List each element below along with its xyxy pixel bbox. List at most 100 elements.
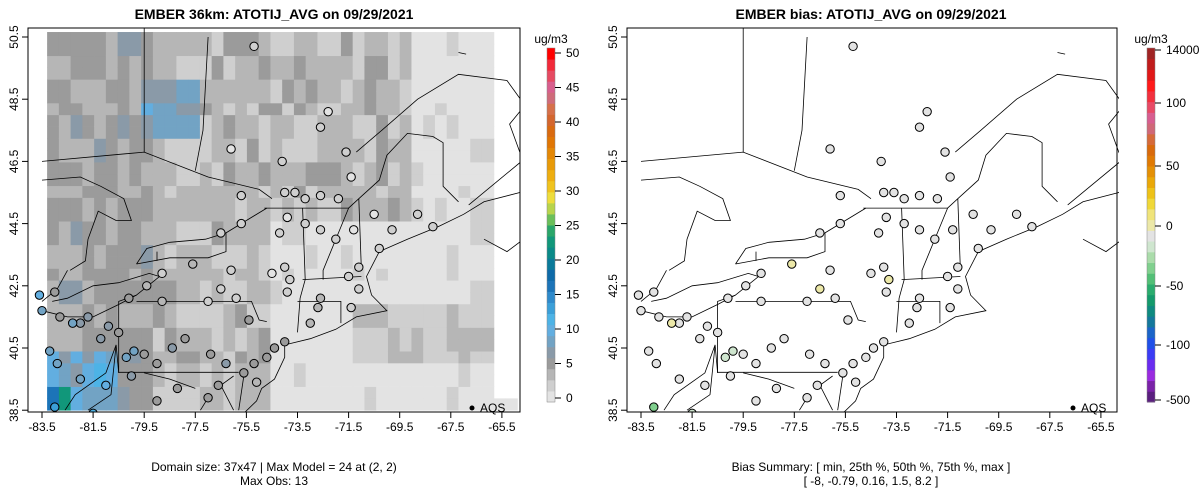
model-grid-cell (305, 268, 318, 281)
model-grid-cell (82, 197, 95, 210)
aqs-station-point (643, 346, 654, 356)
aqs-station-point (267, 268, 277, 279)
model-grid-cell (211, 67, 224, 80)
model-grid-cell (58, 292, 72, 305)
aqs-station-point (343, 271, 354, 282)
model-grid-cell (364, 91, 377, 104)
state-border (225, 207, 268, 234)
model-grid-cell (293, 173, 307, 187)
model-grid-cell (188, 102, 201, 116)
model-grid-cell (317, 386, 330, 399)
colorbar-swatch (1147, 251, 1155, 264)
model-grid-cell (423, 398, 436, 411)
model-grid-cell (470, 102, 483, 116)
model-grid-cell (164, 185, 177, 198)
model-grid-cell (117, 244, 130, 257)
model-grid-cell (70, 221, 83, 234)
aqs-station-point (682, 312, 692, 322)
aqs-station-point (341, 147, 351, 157)
model-grid-cell (258, 280, 271, 293)
colorbar-tick-label: 0 (1166, 219, 1173, 233)
model-grid-cell (246, 386, 260, 399)
aqs-station-point (226, 265, 236, 275)
model-grid-cell (105, 126, 119, 139)
model-grid-cell (434, 362, 448, 376)
right-caption-bias-header: Bias Summary: [ min, 25th %, 50th %, 75t… (732, 460, 1011, 474)
model-grid-cell (246, 138, 260, 151)
model-grid-cell (340, 185, 354, 198)
model-grid-cell (105, 43, 119, 57)
model-grid-cell (176, 162, 189, 175)
aqs-station-point (313, 302, 323, 313)
model-grid-cell (246, 102, 260, 116)
model-grid-cell (82, 185, 95, 198)
aqs-station-point (139, 349, 149, 359)
model-grid-cell (387, 126, 401, 139)
colorbar-swatch (1147, 176, 1155, 188)
model-grid-cell (364, 268, 377, 281)
aqs-station-point (912, 302, 922, 313)
model-grid-cell (94, 398, 107, 411)
model-grid-cell (47, 268, 60, 281)
model-grid-cell (282, 79, 295, 92)
aqs-station-point (67, 318, 78, 328)
model-grid-cell (270, 32, 283, 45)
model-grid-cell (47, 114, 60, 127)
model-grid-cell (141, 327, 154, 340)
model-grid-cell (188, 374, 201, 387)
model-grid-cell (94, 173, 107, 187)
model-grid-cell (235, 197, 248, 210)
aqs-station-point (940, 147, 950, 157)
aqs-station-point (695, 333, 705, 344)
model-grid-cell (458, 150, 471, 163)
model-grid-cell (458, 232, 471, 246)
model-grid-cell (446, 32, 460, 45)
model-grid-cell (223, 79, 236, 92)
model-grid-cell (105, 67, 119, 80)
x-tick-label: -71.5 (934, 420, 962, 434)
model-grid-cell (188, 221, 201, 234)
model-grid-cell (423, 256, 436, 269)
model-grid-cell (411, 386, 424, 399)
model-grid-cell (340, 280, 354, 293)
model-grid-cell (305, 91, 318, 104)
colorbar-swatch (1147, 316, 1155, 328)
state-border (468, 162, 520, 206)
model-grid-cell (70, 197, 83, 210)
model-grid-cell (164, 280, 177, 293)
colorbar-swatch (1147, 391, 1155, 403)
model-grid-cell (82, 221, 95, 234)
right-map (633, 28, 1119, 412)
model-grid-cell (199, 162, 213, 175)
model-grid-cell (141, 126, 154, 139)
model-grid-cell (434, 398, 448, 411)
model-grid-cell (82, 102, 95, 116)
model-grid-cell (82, 362, 95, 376)
model-grid-cell (105, 173, 119, 187)
model-grid-cell (458, 185, 471, 198)
model-grid-cell (364, 114, 377, 127)
aqs-station-point (843, 315, 853, 325)
model-grid-cell (176, 280, 189, 293)
model-grid-cell (223, 374, 236, 387)
colorbar-swatch (1147, 262, 1155, 274)
model-grid-cell (58, 209, 72, 222)
model-grid-cell (94, 244, 107, 257)
colorbar-swatch (547, 136, 555, 149)
model-grid-cell (470, 197, 483, 210)
model-grid-cell (340, 32, 354, 45)
aqs-station-point (741, 281, 751, 291)
model-grid-cell (176, 173, 189, 187)
aqs-station-point (236, 190, 246, 201)
aqs-station-point (167, 343, 178, 353)
model-grid-cell (70, 114, 83, 127)
model-grid-cell (458, 43, 471, 57)
model-grid-cell (105, 362, 119, 376)
model-grid-cell (117, 280, 130, 293)
colorbar-swatch (1147, 241, 1155, 253)
model-grid-cell (188, 67, 201, 80)
model-grid-cell (152, 91, 166, 104)
model-grid-cell (223, 67, 236, 80)
model-grid-cell (258, 256, 271, 269)
